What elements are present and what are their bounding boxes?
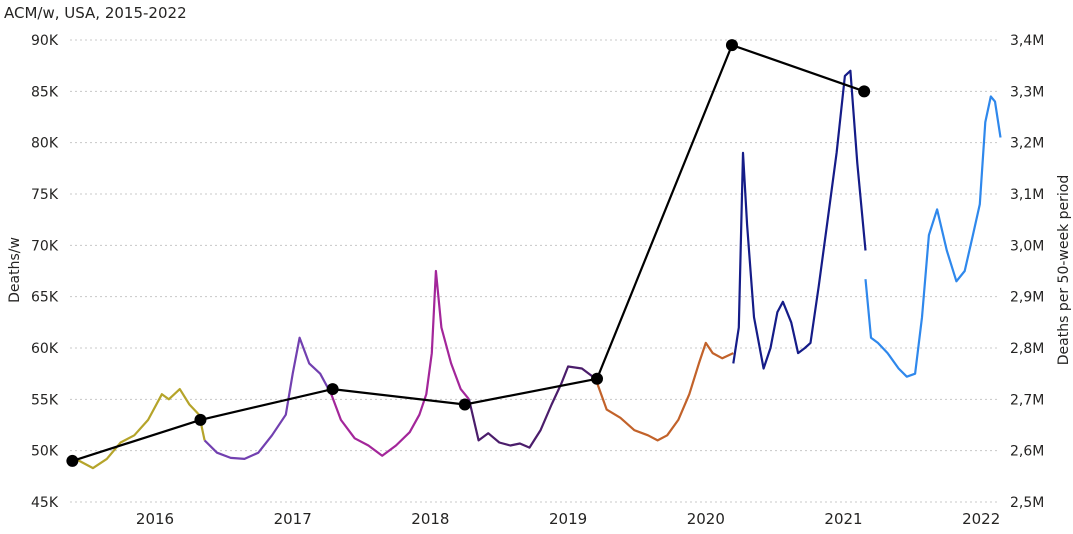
x-tick-label: 2018 — [411, 510, 449, 528]
x-tick-label: 2019 — [549, 510, 587, 528]
y-tick-label: 50K — [31, 444, 59, 460]
y-axis-right-label: Deaths per 50-week period — [1056, 175, 1072, 365]
period-point — [725, 39, 738, 52]
y-axis-left-label: Deaths/w — [7, 237, 23, 303]
period-point — [458, 398, 471, 411]
chart-title: ACM/w, USA, 2015-2022 — [4, 4, 187, 22]
y2-tick-label: 3,2M — [1010, 136, 1044, 152]
period-point — [326, 383, 339, 396]
period-series — [66, 39, 871, 467]
period-point — [858, 85, 871, 98]
y2-tick-label: 2,8M — [1010, 341, 1044, 357]
weekly-series-line — [203, 336, 333, 460]
x-tick-label: 2017 — [274, 510, 312, 528]
weekly-series — [71, 69, 1002, 470]
period-point — [66, 454, 79, 467]
y2-tick-label: 2,6M — [1010, 444, 1044, 460]
y2-tick-label: 2,7M — [1010, 392, 1044, 408]
y-tick-label: 55K — [31, 392, 59, 408]
weekly-series-line — [71, 388, 206, 470]
y2-tick-label: 3,3M — [1010, 84, 1044, 100]
weekly-series-line — [732, 69, 867, 370]
y2-tick-label: 3,0M — [1010, 238, 1044, 254]
weekly-series-line — [330, 269, 470, 457]
y-tick-label: 65K — [31, 290, 59, 306]
weekly-series-line — [467, 365, 597, 449]
y-tick-label: 70K — [31, 238, 59, 254]
gridlines — [70, 39, 1000, 503]
y-tick-label: 85K — [31, 84, 59, 100]
y-tick-label: 75K — [31, 187, 59, 203]
y-tick-label: 60K — [31, 341, 59, 357]
y2-tick-label: 3,4M — [1010, 33, 1044, 49]
y-tick-label: 45K — [31, 495, 59, 511]
x-tick-label: 2020 — [687, 510, 725, 528]
y2-tick-label: 2,9M — [1010, 290, 1044, 306]
period-point — [194, 413, 207, 426]
y-tick-label: 90K — [31, 33, 59, 49]
y-tick-label: 80K — [31, 136, 59, 152]
x-tick-label: 2021 — [824, 510, 862, 528]
x-axis-ticks: 2016 2017 2018 2019 2020 2021 2022 — [136, 510, 1000, 528]
weekly-series-line — [864, 95, 1002, 378]
y-axis-left-ticks: 45K 50K 55K 60K 65K 70K 75K 80K 85K 90K — [31, 33, 59, 511]
y-axis-right-ticks: 2,5M 2,6M 2,7M 2,8M 2,9M 3,0M 3,1M 3,2M 3,3M 3,4M — [1010, 33, 1044, 511]
y2-tick-label: 2,5M — [1010, 495, 1044, 511]
period-point — [591, 372, 604, 385]
y2-tick-label: 3,1M — [1010, 187, 1044, 203]
x-tick-label: 2016 — [136, 510, 174, 528]
x-tick-label: 2022 — [962, 510, 1000, 528]
weekly-series-line — [594, 341, 734, 442]
